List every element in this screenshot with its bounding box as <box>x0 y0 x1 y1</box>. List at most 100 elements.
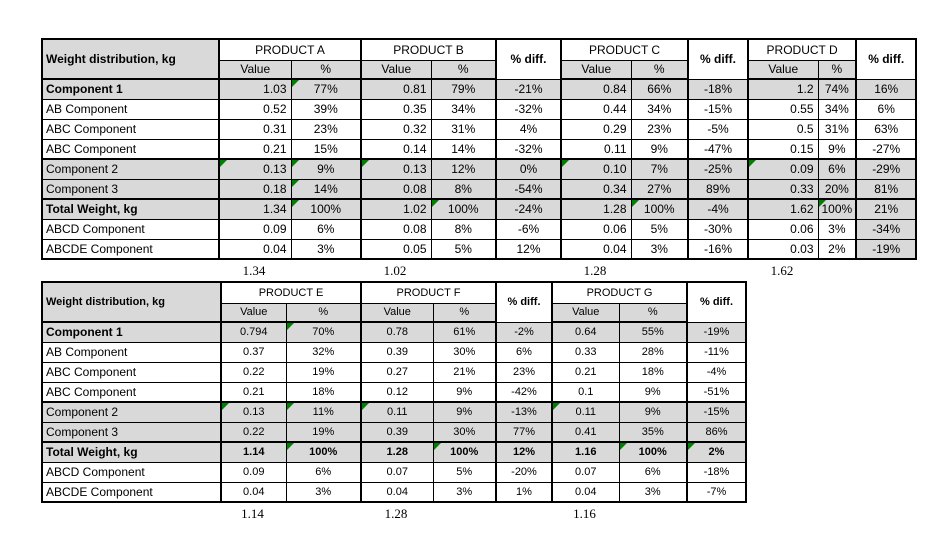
percent-cell: 30% <box>432 421 497 443</box>
percent-cell: 18% <box>618 361 688 383</box>
value-cell: 0.35 <box>360 98 432 120</box>
cell-text: 0.64 <box>575 326 597 339</box>
column-sum: 1.62 <box>770 262 794 278</box>
cell-text: 0.22 <box>243 425 265 438</box>
percent-diff-cell: -27% <box>855 138 917 160</box>
percent-diff-header-cell: % diff. <box>495 38 562 80</box>
column-sums-row: 1.34 1.02 1.28 1.62 <box>41 260 913 281</box>
value-cell: 0.11 <box>360 401 434 423</box>
row-label-cell: ABCDE Component <box>41 238 220 260</box>
percent-cell: 14% <box>430 138 497 160</box>
value-cell: 0.31 <box>218 118 292 140</box>
cell-text: 0.04 <box>263 241 287 256</box>
cell-text: -4% <box>707 202 729 217</box>
table-row: ABCD Component 0.09 6% 0.07 5% -20% 0.07 6% -18% <box>41 461 747 483</box>
cell-text: 0.39 <box>386 425 408 438</box>
row-label-cell: ABC Component <box>41 361 222 383</box>
cell-text: 0.27 <box>386 366 408 378</box>
cell-text: 79% <box>451 82 476 97</box>
cell-text: 74% <box>824 82 849 97</box>
column-sum: 1.02 <box>383 262 407 278</box>
value-header-cell: Value <box>747 59 819 80</box>
cell-text: 6% <box>644 466 661 478</box>
cell-text: 9% <box>456 406 473 419</box>
percent-diff-cell: -25% <box>687 158 749 180</box>
cell-text: 0.08 <box>403 222 427 236</box>
cell-text: -19% <box>872 241 901 256</box>
row-label-cell: Component 2 <box>41 401 222 423</box>
percent-diff-cell: -54% <box>495 178 562 200</box>
cell-text: 27% <box>647 181 672 196</box>
cell-text: 0.22 <box>243 366 265 378</box>
percent-cell: 8% <box>430 218 497 240</box>
cell-text: 70% <box>312 326 335 339</box>
percent-diff-cell: -5% <box>687 118 749 140</box>
cell-text: 0.07 <box>575 466 597 478</box>
table-row: AB Component 0.37 32% 0.39 30% 6% 0.33 28% -11% <box>41 341 747 363</box>
percent-cell: 21% <box>432 361 497 383</box>
cell-text: 0.44 <box>603 102 627 116</box>
cell-text: 30% <box>453 346 476 358</box>
sum-spacer <box>290 260 360 281</box>
cell-text: 8% <box>454 222 472 236</box>
error-flag-icon <box>221 161 227 167</box>
percent-cell: 100% <box>817 198 857 220</box>
value-cell: 0.15 <box>747 138 819 160</box>
cell-text: 0.05 <box>403 241 427 256</box>
percent-cell: 77% <box>290 78 362 100</box>
cell-text: 6% <box>516 346 532 358</box>
table-row: AB Component 0.52 39% 0.35 34% -32% 0.44 34% -15… <box>41 98 917 120</box>
percent-cell: 3% <box>817 218 857 240</box>
cell-text: 34% <box>824 102 849 116</box>
cell-text: 5% <box>650 222 668 236</box>
error-flag-icon <box>620 444 627 450</box>
percent-cell: 8% <box>430 178 497 200</box>
error-flag-icon <box>363 404 369 410</box>
cell-text: 39% <box>313 102 338 116</box>
value-cell: 0.04 <box>218 238 292 260</box>
percent-diff-cell: -18% <box>687 78 749 100</box>
cell-text: 0.13 <box>403 162 427 177</box>
sum-spacer <box>495 260 560 281</box>
percent-diff-cell: 4% <box>495 118 562 140</box>
percent-cell: 5% <box>430 238 497 260</box>
value-cell: 0.13 <box>218 158 292 180</box>
cell-text: -18% <box>703 466 730 478</box>
row-label-cell: Total Weight, kg <box>41 441 222 463</box>
percent-cell: 3% <box>630 238 689 260</box>
cell-text: -19% <box>703 326 730 338</box>
value-cell: 1.28 <box>560 198 632 220</box>
cell-text: -15% <box>703 406 730 419</box>
cell-text: 0.5 <box>796 122 814 136</box>
percent-cell: 9% <box>618 401 688 423</box>
cell-text: 55% <box>641 326 664 339</box>
product-header-row: Weight distribution, kg PRODUCT A PRODUCT … <box>41 38 917 80</box>
sum-row: 1.14 1.28 1.16 <box>41 503 745 524</box>
product-header-cell: PRODUCT D <box>746 38 857 61</box>
value-cell: 0.06 <box>560 218 632 240</box>
cell-text: 0.07 <box>386 466 408 478</box>
value-cell: 0.09 <box>747 158 819 180</box>
percent-cell: 6% <box>285 461 362 483</box>
percent-diff-cell: -15% <box>686 401 747 423</box>
cell-text: 0.1 <box>578 385 594 398</box>
cell-text: -6% <box>517 222 540 236</box>
cell-text: 0.21 <box>263 141 287 156</box>
cell-text: 0.55 <box>790 102 814 116</box>
percent-diff-cell: -20% <box>495 461 553 483</box>
percent-cell: 20% <box>817 178 857 200</box>
corner-header-cell: Weight distribution, kg <box>41 38 220 80</box>
cell-text: 100% <box>638 446 667 459</box>
cell-text: 20% <box>824 181 849 196</box>
error-flag-icon <box>292 180 299 187</box>
cell-text: -32% <box>514 102 543 116</box>
product-header-cell: PRODUCT C <box>560 38 689 61</box>
cell-text: -21% <box>514 82 543 96</box>
cell-text: 1.16 <box>575 446 597 459</box>
cell-text: 61% <box>453 326 476 339</box>
value-cell: 1.28 <box>360 441 434 463</box>
cell-text: 30% <box>453 425 476 438</box>
value-header-cell: Value <box>220 302 287 323</box>
percent-diff-cell: -11% <box>686 341 747 363</box>
percent-cell: 35% <box>618 421 688 443</box>
